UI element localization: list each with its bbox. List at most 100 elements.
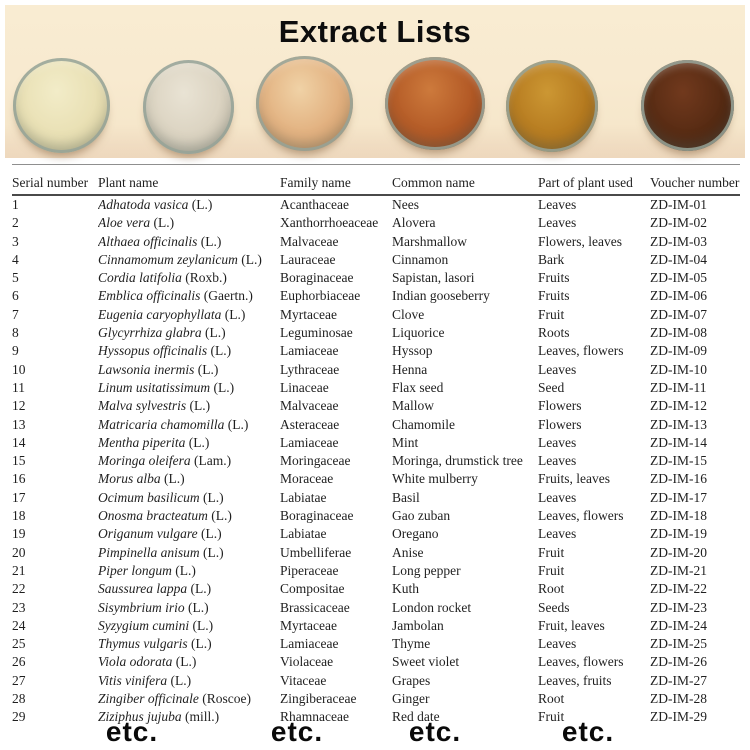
common-cell: Sapistan, lasori	[392, 270, 475, 286]
serial-cell: 8	[12, 325, 19, 341]
table-row: 9 Hyssopus officinalis (L.) Lamiaceae Hysso…	[12, 342, 740, 360]
voucher-cell: ZD-IM-27	[650, 672, 707, 688]
family-cell: Labiatae	[280, 489, 327, 505]
voucher-cell: ZD-IM-11	[650, 379, 707, 395]
serial-cell: 4	[12, 251, 19, 267]
serial-cell: 28	[12, 691, 26, 707]
voucher-cell: ZD-IM-12	[650, 398, 707, 414]
plant-cell: Onosma bracteatum (L.)	[98, 508, 232, 524]
common-cell: Alovera	[392, 215, 436, 231]
common-cell: White mulberry	[392, 471, 478, 487]
table-row: 26 Viola odorata (L.) Violaceae Sweet viole…	[12, 653, 740, 671]
common-cell: Red date	[392, 709, 440, 725]
table-row: 3 Althaea officinalis (L.) Malvaceae Marshm…	[12, 233, 740, 251]
powder-dish-pale-cream-icon	[13, 58, 110, 153]
plant-cell: Ocimum basilicum (L.)	[98, 489, 224, 505]
plant-cell: Morus alba (L.)	[98, 471, 185, 487]
plant-cell: Cordia latifolia (Roxb.)	[98, 270, 227, 286]
part-cell: Fruit, leaves	[538, 617, 605, 633]
serial-cell: 22	[12, 581, 26, 597]
table-row: 17 Ocimum basilicum (L.) Labiatae Basil Leav…	[12, 489, 740, 507]
voucher-cell: ZD-IM-09	[650, 343, 707, 359]
common-cell: Nees	[392, 197, 419, 212]
voucher-cell: ZD-IM-19	[650, 526, 707, 542]
family-cell: Leguminosae	[280, 325, 353, 341]
family-cell: Lythraceae	[280, 361, 340, 377]
serial-cell: 9	[12, 343, 19, 359]
table-row: 18 Onosma bracteatum (L.) Boraginaceae Gao …	[12, 507, 740, 525]
common-cell: Gao zuban	[392, 508, 451, 524]
voucher-cell: ZD-IM-06	[650, 288, 707, 304]
part-cell: Roots	[538, 325, 570, 341]
family-cell: Rhamnaceae	[280, 709, 349, 725]
table-row: 14 Mentha piperita (L.) Lamiaceae Mint Leave…	[12, 434, 740, 452]
plant-cell: Syzygium cumini (L.)	[98, 617, 214, 633]
common-cell: Long pepper	[392, 562, 461, 578]
part-cell: Fruits	[538, 288, 570, 304]
page-title: Extract Lists	[278, 14, 472, 49]
table-row: 4 Cinnamomum zeylanicum (L.) Lauraceae Cinn…	[12, 251, 740, 269]
family-cell: Myrtaceae	[280, 306, 337, 322]
etc-label-family-name: etc.	[270, 716, 324, 747]
plant-cell: Mentha piperita (L.)	[98, 434, 210, 450]
etc-row: etc. etc. etc. etc.	[0, 716, 750, 750]
table-row: 29 Ziziphus jujuba (mill.) Rhamnaceae Red d…	[12, 708, 740, 726]
table-row: 28 Zingiber officinale (Roscoe) Zingiberac…	[12, 690, 740, 708]
part-cell: Leaves	[538, 197, 577, 212]
serial-cell: 25	[12, 636, 26, 652]
voucher-cell: ZD-IM-02	[650, 215, 707, 231]
table-row: 12 Malva sylvestris (L.) Malvaceae Mallow Fl…	[12, 397, 740, 415]
part-cell: Leaves	[538, 361, 577, 377]
plant-cell: Thymus vulgaris (L.)	[98, 636, 212, 652]
family-cell: Zingiberaceae	[280, 691, 357, 707]
plant-cell: Hyssopus officinalis (L.)	[98, 343, 232, 359]
common-cell: Sweet violet	[392, 654, 460, 670]
plant-cell: Matricaria chamomilla (L.)	[98, 416, 249, 432]
table-row: 15 Moringa oleifera (Lam.) Moringaceae Mori…	[12, 452, 740, 470]
voucher-cell: ZD-IM-17	[650, 489, 707, 505]
family-cell: Boraginaceae	[280, 270, 354, 286]
table-row: 19 Origanum vulgare (L.) Labiatae Oregano Le…	[12, 525, 740, 543]
voucher-cell: ZD-IM-08	[650, 325, 707, 341]
table-row: 22 Saussurea lappa (L.) Compositae Kuth Root…	[12, 580, 740, 598]
family-cell: Brassicaceae	[280, 599, 350, 615]
family-cell: Boraginaceae	[280, 508, 354, 524]
common-cell: Basil	[392, 489, 420, 505]
table-row: 7 Eugenia caryophyllata (L.) Myrtaceae Clov…	[12, 306, 740, 324]
part-cell: Flowers	[538, 398, 582, 414]
family-cell: Asteraceae	[280, 416, 340, 432]
etc-label-part-used: etc.	[561, 716, 615, 747]
serial-cell: 15	[12, 453, 26, 469]
extract-photo-band: Extract Lists	[5, 5, 745, 158]
family-cell: Lamiaceae	[280, 434, 339, 450]
voucher-cell: ZD-IM-21	[650, 562, 707, 578]
etc-label-common-name: etc.	[408, 716, 462, 747]
serial-cell: 1	[12, 197, 19, 212]
table-row: 1 Adhatoda vasica (L.) Acanthaceae Nees Leav…	[12, 196, 740, 214]
part-cell: Fruit	[538, 562, 565, 578]
part-cell: Root	[538, 581, 565, 597]
common-cell: Anise	[392, 544, 424, 560]
plant-cell: Ziziphus jujuba (mill.)	[98, 709, 220, 725]
table-row: 10 Lawsonia inermis (L.) Lythraceae Henna Le…	[12, 361, 740, 379]
serial-cell: 10	[12, 361, 26, 377]
part-cell: Leaves	[538, 215, 577, 231]
voucher-cell: ZD-IM-29	[650, 709, 707, 725]
table-row: 25 Thymus vulgaris (L.) Lamiaceae Thyme Leav…	[12, 635, 740, 653]
family-cell: Myrtaceae	[280, 617, 337, 633]
common-cell: Ginger	[392, 691, 430, 707]
serial-cell: 11	[12, 379, 25, 395]
table-row: 2 Aloe vera (L.) Xanthorrhoeaceae Alovera Le…	[12, 214, 740, 232]
voucher-cell: ZD-IM-23	[650, 599, 707, 615]
plant-cell: Adhatoda vasica (L.)	[98, 197, 213, 212]
family-cell: Malvaceae	[280, 233, 339, 249]
voucher-cell: ZD-IM-03	[650, 233, 707, 249]
col-header-plant-name: Plant name	[98, 175, 159, 190]
common-cell: Clove	[392, 306, 425, 322]
part-cell: Leaves, fruits	[538, 672, 612, 688]
part-cell: Leaves, flowers	[538, 654, 624, 670]
table-row: 24 Syzygium cumini (L.) Myrtaceae Jambolan F…	[12, 617, 740, 635]
table-row: 23 Sisymbrium irio (L.) Brassicaceae London…	[12, 599, 740, 617]
family-cell: Violaceae	[280, 654, 334, 670]
voucher-cell: ZD-IM-05	[650, 270, 707, 286]
